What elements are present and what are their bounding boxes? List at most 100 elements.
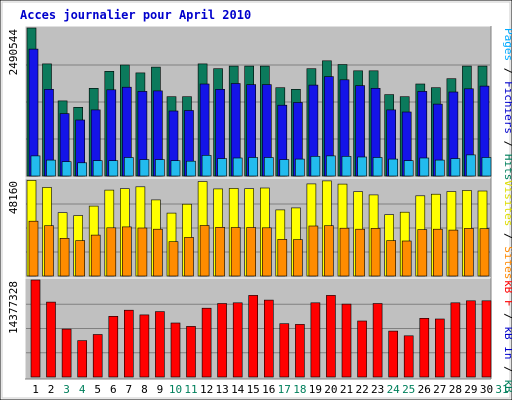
bar: [419, 317, 430, 378]
x-tick-label: 9: [157, 383, 164, 396]
bar: [295, 324, 305, 378]
bar: [124, 157, 134, 177]
bar: [44, 225, 54, 277]
bar: [186, 326, 196, 378]
bar: [92, 160, 103, 177]
bar: [28, 220, 39, 277]
bar: [217, 303, 227, 378]
bar: [279, 323, 290, 378]
panel-bottom: 14377328 kB F / kB In / kB Out: [7, 277, 512, 405]
bar: [432, 228, 443, 277]
x-tick-label: 21: [340, 383, 353, 396]
legend-entry: Pages: [502, 28, 512, 61]
bar: [201, 307, 212, 378]
bar: [124, 309, 134, 378]
bar: [75, 240, 85, 277]
x-tick-label: 15: [247, 383, 260, 396]
bar: [388, 330, 399, 378]
panel-legend: Visites / Sites: [502, 180, 512, 279]
bar: [61, 328, 72, 378]
bar: [310, 302, 321, 378]
x-tick-label: 19: [309, 383, 322, 396]
panel-max-label: 14377328: [7, 281, 20, 334]
bar: [92, 334, 103, 378]
x-tick-label: 18: [293, 383, 306, 396]
chart-title: Acces journalier pour April 2010: [20, 8, 251, 22]
bar: [370, 228, 381, 277]
x-tick-label: 30: [480, 383, 493, 396]
bar: [139, 314, 150, 378]
bar: [279, 159, 290, 177]
bar: [357, 156, 367, 177]
series-fichiers: [28, 48, 490, 177]
bar: [170, 322, 181, 378]
bar: [479, 228, 490, 277]
bar: [122, 226, 132, 277]
bar: [357, 320, 367, 378]
legend-entry: /: [502, 61, 512, 81]
bar: [341, 156, 352, 177]
bar: [77, 340, 87, 378]
bar: [372, 303, 383, 378]
series-kb-f: [30, 279, 492, 378]
bar: [263, 157, 274, 177]
bar: [155, 159, 165, 177]
x-tick-label: 13: [215, 383, 228, 396]
legend-entry: Sites: [502, 246, 512, 279]
bar: [201, 155, 212, 177]
bar: [170, 160, 181, 177]
x-tick-label: 25: [402, 383, 415, 396]
panel-middle: 48160 Visites / Sites: [7, 177, 512, 279]
bar: [372, 157, 383, 177]
bar: [90, 234, 101, 277]
bar: [481, 157, 492, 177]
bar: [232, 302, 243, 378]
series-pages: [30, 154, 492, 177]
legend-entry: /: [502, 134, 512, 154]
legend-entry: Visites: [502, 180, 512, 226]
bar: [186, 160, 196, 177]
bar: [448, 229, 459, 277]
legend-entry: kB F: [502, 280, 512, 307]
bar: [139, 159, 150, 177]
bar: [153, 228, 163, 277]
bar: [450, 158, 461, 177]
bar: [434, 159, 445, 177]
x-tick-label: 4: [79, 383, 86, 396]
bar: [106, 227, 117, 277]
bar: [137, 227, 148, 277]
bar: [419, 157, 430, 177]
bar: [246, 227, 256, 277]
bar: [277, 239, 288, 277]
bar: [417, 229, 428, 277]
x-tick-label: 11: [184, 383, 197, 396]
x-tick-label: 31: [495, 383, 508, 396]
bar: [388, 158, 399, 177]
bar: [232, 157, 243, 177]
x-tick-label: 22: [355, 383, 368, 396]
bar: [61, 161, 72, 177]
legend-entry: Hits: [502, 154, 512, 181]
bar: [184, 237, 194, 277]
bar: [168, 241, 179, 277]
x-tick-label: 24: [387, 383, 401, 396]
legend-entry: /: [502, 226, 512, 246]
x-tick-label: 28: [449, 383, 462, 396]
bar: [326, 295, 336, 378]
legend-entry: kB In: [502, 326, 512, 359]
x-tick-label: 12: [200, 383, 213, 396]
bar: [339, 227, 350, 277]
bar: [466, 300, 476, 378]
x-tick-label: 29: [464, 383, 477, 396]
bar: [434, 318, 445, 378]
x-tick-label: 2: [48, 383, 55, 396]
bar: [341, 303, 352, 378]
bar: [450, 302, 461, 378]
bar: [403, 160, 414, 177]
chart-panels: 2490544 Pages / Fichiers / Hits 48160 Visit…: [7, 25, 512, 405]
x-tick-label: 23: [371, 383, 384, 396]
bar: [30, 279, 41, 378]
bar: [77, 162, 87, 177]
bar: [295, 158, 305, 177]
